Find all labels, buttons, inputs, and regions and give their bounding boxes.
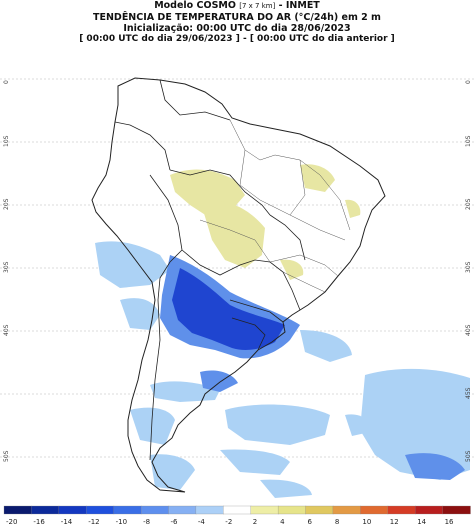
colorbar-tick-label: -4: [198, 518, 206, 526]
valid-period-text: [ 00:00 UTC do dia 29/06/2023 ] - [ 00:0…: [79, 34, 395, 44]
lat-label: 10S: [3, 135, 10, 147]
colorbar-swatch: [140, 505, 170, 515]
south-america-outline: [91, 77, 386, 493]
lat-label: 50S: [3, 450, 10, 462]
colorbar-tick-label: -8: [143, 518, 150, 526]
colorbar-tick-label: 8: [335, 518, 339, 526]
weak-cooling-areas: [95, 241, 470, 498]
state-borders: [199, 119, 351, 293]
colorbar-tick-label: -2: [225, 518, 232, 526]
lat-label: 50S: [465, 450, 472, 462]
lat-label: 0: [3, 80, 10, 84]
colorbar-tick-label: 4: [280, 518, 285, 526]
lat-label: 10S: [465, 135, 472, 147]
colorbar-tick-label: -10: [116, 518, 127, 526]
colorbar-swatch: [195, 505, 224, 515]
colorbar-swatch: [223, 505, 252, 515]
colorbar-swatch: [332, 505, 361, 515]
colorbar-swatch: [387, 505, 416, 515]
colorbar-swatch: [113, 505, 142, 515]
lat-label: 20S: [3, 198, 10, 210]
colorbar-swatch: [31, 505, 60, 515]
colorbar-tick-label: 12: [390, 518, 399, 526]
temperature-tendency-map: 0 10S 20S 30S 40S 50S 0 10S 20S 30S 40S …: [0, 77, 474, 498]
lat-label: 30S: [3, 261, 10, 273]
variable-title: TENDÊNCIA DE TEMPERATURA DO AR (°C/24h) …: [93, 12, 381, 23]
colorbar-swatch: [360, 505, 389, 515]
country-borders: [114, 79, 306, 461]
map-header: Modelo COSMO [7 x 7 km] - INMET TENDÊNCI…: [0, 0, 474, 49]
colorbar-swatch: [58, 505, 87, 515]
colorbar-swatches: [3, 505, 471, 515]
colorbar-swatch: [86, 505, 115, 515]
colorbar-swatch: [415, 505, 444, 515]
colorbar-swatch: [168, 505, 197, 515]
colorbar-tick-label: -6: [171, 518, 179, 526]
colorbar-tick-label: -16: [33, 518, 45, 526]
colorbar-tick-label: 2: [253, 518, 257, 526]
lat-label: 40S: [3, 324, 10, 336]
lat-label: 40S: [465, 324, 472, 336]
model-name: Modelo COSMO: [154, 0, 236, 11]
model-organization: - INMET: [278, 0, 320, 11]
colorbar: -20 -16 -14 -12 -10 -8 -6 -4 -2 2 4 6 8 10 12 14 16: [3, 505, 471, 526]
weak-warming-areas: [170, 164, 361, 280]
colorbar-tick-label: -14: [61, 518, 73, 526]
initialization-text: Inicialização: 00:00 UTC do dia 28/06/20…: [123, 23, 351, 34]
colorbar-tick-label: 14: [417, 518, 426, 526]
latitude-labels-right: 0 10S 20S 30S 40S 45S 50S: [465, 80, 472, 462]
colorbar-swatch: [250, 505, 279, 515]
colorbar-labels: -20 -16 -14 -12 -10 -8 -6 -4 -2 2 4 6 8 10 12 14 16: [6, 518, 454, 526]
latitude-labels-left: 0 10S 20S 30S 40S 50S: [3, 80, 10, 462]
colorbar-swatch: [305, 505, 334, 515]
model-resolution: [7 x 7 km]: [239, 2, 276, 10]
colorbar-tick-label: -12: [88, 518, 99, 526]
lat-label: 30S: [465, 261, 472, 273]
lat-label: 45S: [465, 387, 472, 399]
strong-cooling-areas: [172, 268, 285, 350]
lat-label: 20S: [465, 198, 472, 210]
colorbar-swatch: [442, 505, 471, 515]
colorbar-tick-label: 6: [308, 518, 313, 526]
colorbar-tick-label: -20: [6, 518, 17, 526]
model-title-line: Modelo COSMO [7 x 7 km] - INMET: [0, 0, 474, 12]
lat-label: 0: [465, 80, 472, 84]
colorbar-swatch: [277, 505, 307, 515]
colorbar-tick-label: 10: [362, 518, 371, 526]
colorbar-tick-label: 16: [445, 518, 454, 526]
colorbar-swatch: [3, 505, 33, 515]
